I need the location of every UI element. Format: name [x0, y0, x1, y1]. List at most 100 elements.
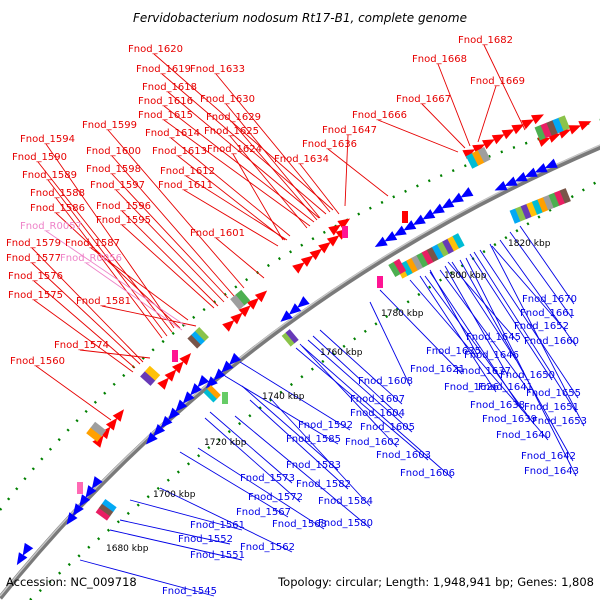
forward-gene-label-fnod-1614[interactable]: Fnod_1614 — [145, 128, 200, 139]
reverse-gene-label-fnod-1670[interactable]: Fnod_1670 — [522, 294, 577, 305]
forward-gene-label-fnod-1590[interactable]: Fnod_1590 — [12, 152, 67, 163]
reverse-gene-label-fnod-1551[interactable]: Fnod_1551 — [190, 550, 245, 561]
kbp-label-1800-kbp: 1800 kbp — [444, 271, 487, 281]
gene-color-block — [187, 327, 209, 349]
forward-gene-label-fnod-1668[interactable]: Fnod_1668 — [412, 54, 467, 65]
reverse-gene-leader-fnod-1568 — [197, 447, 325, 530]
reverse-gene-label-fnod-1573[interactable]: Fnod_1573 — [240, 473, 295, 484]
forward-gene-label-fnod-1574[interactable]: Fnod_1574 — [54, 340, 109, 351]
reverse-gene-label-fnod-1583[interactable]: Fnod_1583 — [286, 460, 341, 471]
reverse-gene-label-fnod-1621[interactable]: Fnod_1621 — [410, 364, 465, 375]
forward-gene-label-fnod-1636[interactable]: Fnod_1636 — [302, 139, 357, 150]
reverse-gene-label-fnod-1585[interactable]: Fnod_1585 — [286, 434, 341, 445]
reverse-feature-arrow — [213, 368, 226, 381]
reverse-gene-leader-fnod-1643 — [465, 257, 577, 477]
reverse-gene-label-fnod-1640[interactable]: Fnod_1640 — [496, 430, 551, 441]
reverse-gene-label-fnod-1603[interactable]: Fnod_1603 — [376, 450, 431, 461]
forward-gene-label-fnod-1618[interactable]: Fnod_1618 — [142, 82, 197, 93]
forward-gene-label-fnod-1620[interactable]: Fnod_1620 — [128, 44, 183, 55]
reverse-gene-label-fnod-1626[interactable]: Fnod_1626 — [444, 382, 499, 393]
forward-gene-label-fnod-1581[interactable]: Fnod_1581 — [76, 296, 131, 307]
reverse-gene-label-fnod-1650[interactable]: Fnod_1650 — [500, 370, 555, 381]
forward-gene-label-fnod-1575[interactable]: Fnod_1575 — [8, 290, 63, 301]
reverse-gene-label-fnod-1602[interactable]: Fnod_1602 — [345, 437, 400, 448]
forward-gene-label-fnod-1625[interactable]: Fnod_1625 — [204, 126, 259, 137]
reverse-gene-label-fnod-1635[interactable]: Fnod_1635 — [426, 346, 481, 357]
reverse-gene-label-fnod-1607[interactable]: Fnod_1607 — [350, 394, 405, 405]
reverse-feature-arrow — [205, 376, 218, 389]
reverse-gene-label-fnod-1582[interactable]: Fnod_1582 — [296, 479, 351, 490]
forward-gene-label-fnod-1611[interactable]: Fnod_1611 — [158, 180, 213, 191]
reverse-gene-label-fnod-1638[interactable]: Fnod_1638 — [470, 400, 525, 411]
forward-gene-label-fnod-1613[interactable]: Fnod_1613 — [152, 146, 207, 157]
forward-gene-label-fnod-1647[interactable]: Fnod_1647 — [322, 125, 377, 136]
reverse-gene-leader-fnod-1670 — [519, 225, 575, 305]
reverse-gene-label-fnod-1653[interactable]: Fnod_1653 — [532, 416, 587, 427]
reverse-gene-leader-fnod-1562 — [159, 487, 293, 553]
reverse-gene-label-fnod-1552[interactable]: Fnod_1552 — [178, 534, 233, 545]
reverse-gene-label-fnod-1661[interactable]: Fnod_1661 — [520, 308, 575, 319]
forward-gene-label-fnod-1682[interactable]: Fnod_1682 — [458, 35, 513, 46]
reverse-gene-label-fnod-1608[interactable]: Fnod_1608 — [358, 376, 413, 387]
forward-gene-leader-fnod-1577 — [31, 262, 141, 365]
reverse-gene-label-fnod-1660[interactable]: Fnod_1660 — [524, 336, 579, 347]
forward-gene-label-fnod-1616[interactable]: Fnod_1616 — [138, 96, 193, 107]
forward-gene-label-fnod-1586[interactable]: Fnod_1586 — [30, 203, 85, 214]
forward-gene-label-fnod-1669[interactable]: Fnod_1669 — [470, 76, 525, 87]
gene-color-block — [140, 365, 161, 386]
reverse-gene-label-fnod-1572[interactable]: Fnod_1572 — [248, 492, 303, 503]
forward-gene-label-fnod-1595[interactable]: Fnod_1595 — [96, 215, 151, 226]
reverse-gene-label-fnod-1604[interactable]: Fnod_1604 — [350, 408, 405, 419]
reverse-gene-label-fnod-1584[interactable]: Fnod_1584 — [318, 496, 373, 507]
forward-gene-label-fnod-1619[interactable]: Fnod_1619 — [136, 64, 191, 75]
forward-gene-label-fnod-1560[interactable]: Fnod_1560 — [10, 356, 65, 367]
forward-gene-label-fnod-1600[interactable]: Fnod_1600 — [86, 146, 141, 157]
reverse-gene-label-fnod-1637[interactable]: Fnod_1637 — [456, 366, 511, 377]
reverse-feature-arrow — [160, 415, 173, 429]
forward-gene-label-fnod-1615[interactable]: Fnod_1615 — [138, 110, 193, 121]
forward-gene-leader-fnod-1668 — [437, 63, 471, 147]
forward-gene-label-fnod-1599[interactable]: Fnod_1599 — [82, 120, 137, 131]
forward-gene-label-fnod-1630[interactable]: Fnod_1630 — [200, 94, 255, 105]
forward-gene-label-fnod-1579[interactable]: Fnod_1579 — [6, 238, 61, 249]
forward-gene-label-fnod-1577[interactable]: Fnod_1577 — [6, 253, 61, 264]
reverse-gene-label-fnod-1605[interactable]: Fnod_1605 — [360, 422, 415, 433]
reverse-gene-label-fnod-1643[interactable]: Fnod_1643 — [524, 466, 579, 477]
reverse-gene-label-fnod-1562[interactable]: Fnod_1562 — [240, 542, 295, 553]
forward-gene-label-fnod-1594[interactable]: Fnod_1594 — [20, 134, 75, 145]
reverse-gene-label-fnod-1652[interactable]: Fnod_1652 — [514, 321, 569, 332]
reverse-gene-label-fnod-1639[interactable]: Fnod_1639 — [482, 414, 537, 425]
feature-mark — [77, 482, 83, 494]
reverse-gene-label-fnod-1561[interactable]: Fnod_1561 — [190, 520, 245, 531]
forward-gene-label-fnod-1666[interactable]: Fnod_1666 — [352, 110, 407, 121]
forward-gene-label-fnod-1598[interactable]: Fnod_1598 — [86, 164, 141, 175]
reverse-gene-label-fnod-1646[interactable]: Fnod_1646 — [464, 350, 519, 361]
forward-gene-label-fnod-1612[interactable]: Fnod_1612 — [160, 166, 215, 177]
reverse-gene-label-fnod-1655[interactable]: Fnod_1655 — [526, 388, 581, 399]
forward-gene-label-fnod-1624[interactable]: Fnod_1624 — [207, 144, 262, 155]
reverse-gene-label-fnod-1606[interactable]: Fnod_1606 — [400, 468, 455, 479]
forward-gene-label-fnod-1589[interactable]: Fnod_1589 — [22, 170, 77, 181]
reverse-gene-leader-fnod-1607 — [319, 329, 403, 405]
rna-gene-label-fnod-r0057[interactable]: Fnod_R0057 — [20, 221, 82, 232]
reverse-gene-label-fnod-1545[interactable]: Fnod_1545 — [162, 586, 217, 597]
reverse-gene-label-fnod-1642[interactable]: Fnod_1642 — [521, 451, 576, 462]
reverse-gene-label-fnod-1645[interactable]: Fnod_1645 — [466, 332, 521, 343]
forward-gene-label-fnod-1667[interactable]: Fnod_1667 — [396, 94, 451, 105]
forward-gene-label-fnod-1576[interactable]: Fnod_1576 — [8, 271, 63, 282]
forward-gene-label-fnod-1629[interactable]: Fnod_1629 — [206, 112, 261, 123]
reverse-gene-label-fnod-1651[interactable]: Fnod_1651 — [524, 402, 579, 413]
reverse-gene-label-fnod-1641[interactable]: Fnod_1641 — [478, 382, 533, 393]
reverse-gene-label-fnod-1592[interactable]: Fnod_1592 — [298, 420, 353, 431]
forward-gene-label-fnod-1633[interactable]: Fnod_1633 — [190, 64, 245, 75]
reverse-gene-label-fnod-1580[interactable]: Fnod_1580 — [318, 518, 373, 529]
forward-gene-label-fnod-1597[interactable]: Fnod_1597 — [90, 180, 145, 191]
forward-gene-label-fnod-1587[interactable]: Fnod_1587 — [65, 238, 120, 249]
rna-gene-label-fnod-r0056[interactable]: Fnod_R0056 — [60, 253, 122, 264]
reverse-gene-label-fnod-1568[interactable]: Fnod_1568 — [272, 519, 327, 530]
reverse-gene-label-fnod-1567[interactable]: Fnod_1567 — [236, 507, 291, 518]
forward-gene-label-fnod-1634[interactable]: Fnod_1634 — [274, 154, 329, 165]
forward-gene-label-fnod-1596[interactable]: Fnod_1596 — [96, 201, 151, 212]
forward-gene-label-fnod-1601[interactable]: Fnod_1601 — [190, 228, 245, 239]
forward-gene-label-fnod-1588[interactable]: Fnod_1588 — [30, 188, 85, 199]
